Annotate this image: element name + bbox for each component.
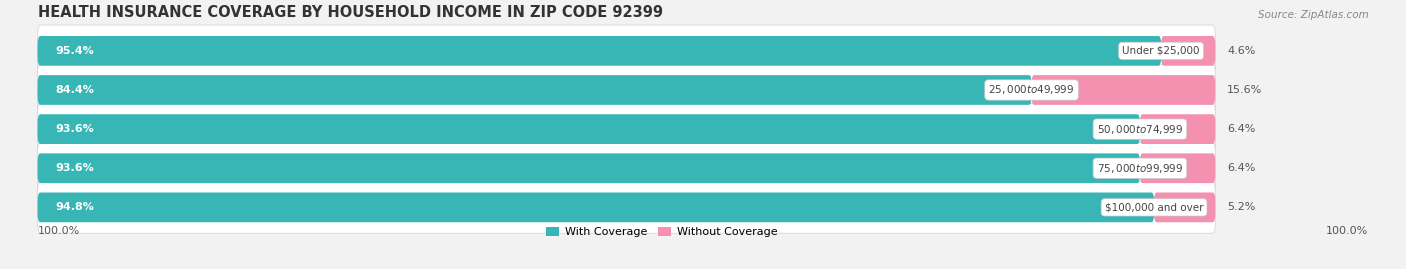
Text: $50,000 to $74,999: $50,000 to $74,999 [1097,123,1182,136]
Text: 95.4%: 95.4% [55,46,94,56]
Text: Under $25,000: Under $25,000 [1122,46,1199,56]
FancyBboxPatch shape [38,142,1215,194]
FancyBboxPatch shape [1032,75,1215,105]
FancyBboxPatch shape [1154,193,1215,222]
Legend: With Coverage, Without Coverage: With Coverage, Without Coverage [541,222,782,242]
Text: 6.4%: 6.4% [1227,163,1256,173]
FancyBboxPatch shape [38,153,1140,183]
Text: 6.4%: 6.4% [1227,124,1256,134]
Text: 15.6%: 15.6% [1227,85,1263,95]
Text: 100.0%: 100.0% [1326,225,1368,236]
FancyBboxPatch shape [38,193,1154,222]
Text: 5.2%: 5.2% [1227,202,1256,212]
FancyBboxPatch shape [1140,114,1215,144]
Text: 93.6%: 93.6% [55,124,94,134]
Text: $75,000 to $99,999: $75,000 to $99,999 [1097,162,1182,175]
FancyBboxPatch shape [1140,153,1215,183]
FancyBboxPatch shape [38,182,1215,233]
FancyBboxPatch shape [38,103,1215,155]
Text: 100.0%: 100.0% [38,225,80,236]
Text: Source: ZipAtlas.com: Source: ZipAtlas.com [1257,10,1368,20]
FancyBboxPatch shape [38,114,1140,144]
Text: 93.6%: 93.6% [55,163,94,173]
Text: $25,000 to $49,999: $25,000 to $49,999 [988,83,1074,97]
FancyBboxPatch shape [38,36,1161,66]
Text: 4.6%: 4.6% [1227,46,1256,56]
Text: HEALTH INSURANCE COVERAGE BY HOUSEHOLD INCOME IN ZIP CODE 92399: HEALTH INSURANCE COVERAGE BY HOUSEHOLD I… [38,5,662,20]
FancyBboxPatch shape [1161,36,1215,66]
Text: $100,000 and over: $100,000 and over [1105,202,1204,212]
FancyBboxPatch shape [38,25,1215,77]
FancyBboxPatch shape [38,75,1032,105]
Text: 94.8%: 94.8% [55,202,94,212]
FancyBboxPatch shape [38,64,1215,116]
Text: 84.4%: 84.4% [55,85,94,95]
